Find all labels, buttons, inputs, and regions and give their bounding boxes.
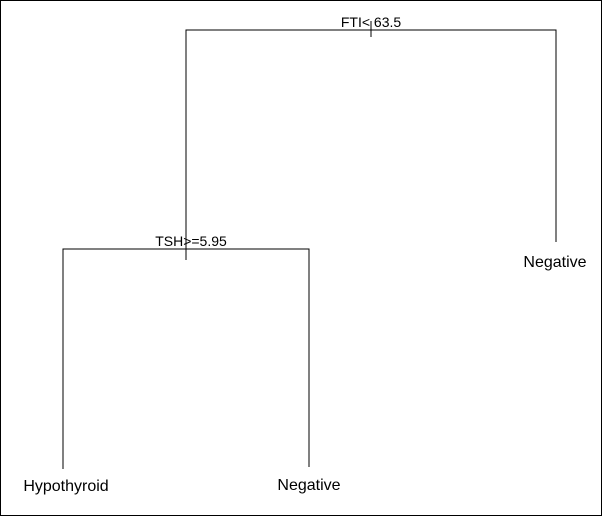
root-split-label: FTI< 63.5	[341, 14, 402, 30]
leaf-negative-left-right: Negative	[277, 477, 340, 494]
leaf-negative-right: Negative	[523, 254, 586, 271]
leaf-hypothyroid: Hypothyroid	[23, 478, 108, 495]
left-split-label: TSH>=5.95	[155, 233, 227, 249]
left-split-node: TSH>=5.95	[62, 233, 310, 469]
left-split-connector	[62, 248, 310, 469]
root-split-node: FTI< 63.5	[185, 14, 557, 260]
root-split-connector	[185, 29, 557, 260]
